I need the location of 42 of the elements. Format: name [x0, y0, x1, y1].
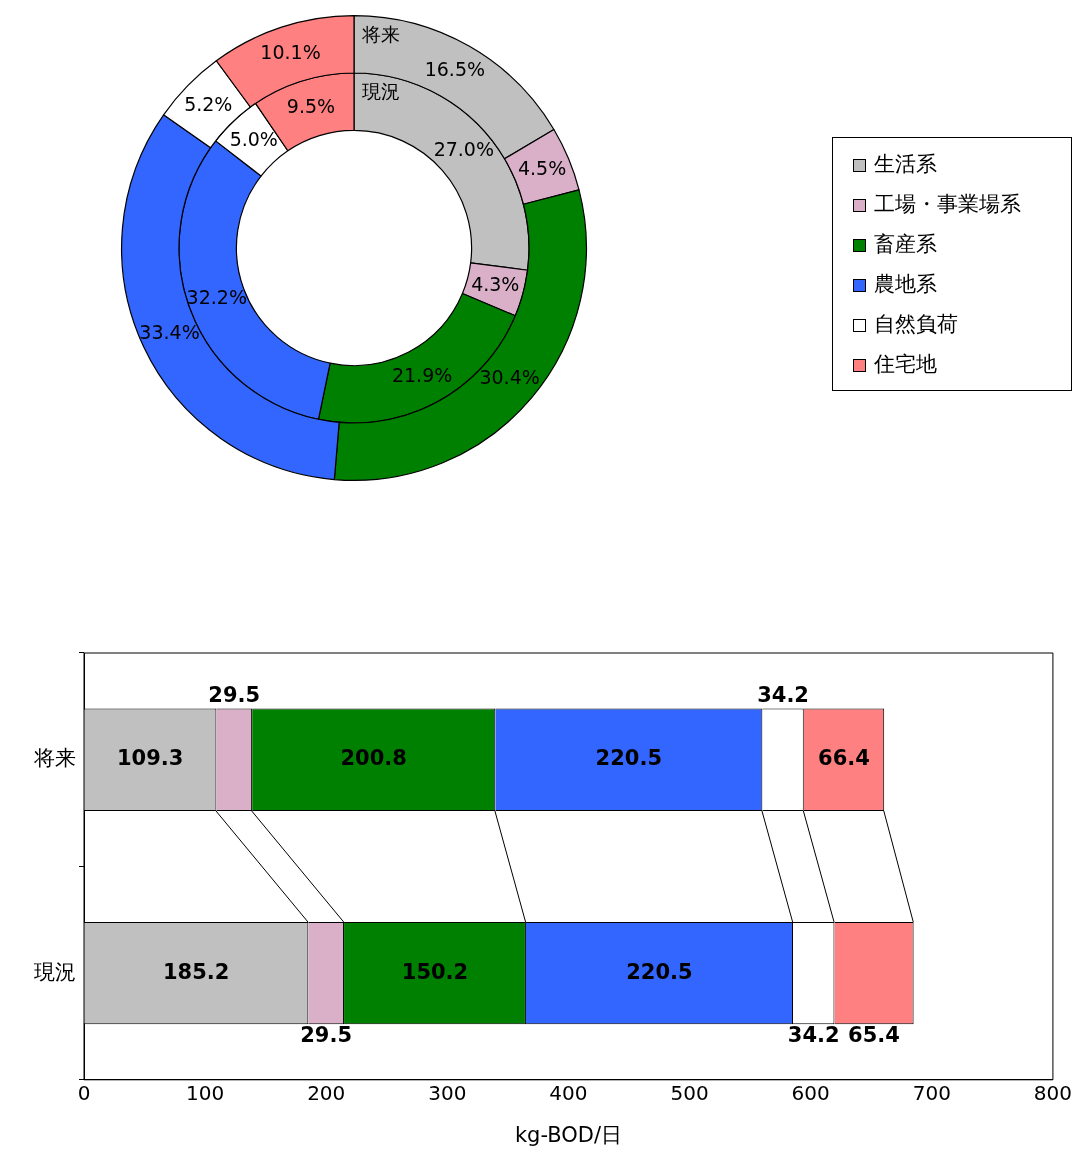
x-tick-label: 700 — [912, 1081, 951, 1105]
data-label: 4.5% — [517, 156, 567, 179]
data-label: 5.0% — [229, 128, 278, 151]
data-label: 185.2 — [162, 959, 230, 984]
x-tick-label: 500 — [670, 1081, 709, 1105]
data-label: 5.2% — [184, 92, 233, 115]
x-tick-label: 0 — [77, 1081, 91, 1105]
data-label: 4.3% — [471, 272, 520, 295]
slice-label: 現況 — [362, 79, 400, 102]
data-label: 29.5 — [208, 683, 261, 708]
slice-label: 将来 — [361, 22, 400, 45]
data-label: 29.5 — [300, 1023, 353, 1048]
legend-label: 生活系 — [873, 151, 938, 178]
data-label: 27.0% — [433, 138, 494, 161]
data-label: 220.5 — [595, 746, 663, 771]
data-label: 32.2% — [186, 285, 247, 308]
legend-label: 住宅地 — [873, 351, 938, 378]
legend-label: 自然負荷 — [873, 311, 959, 338]
x-tick-label: 400 — [549, 1081, 588, 1105]
x-axis-title: kg-BOD/日 — [514, 1122, 623, 1147]
x-tick-label: 100 — [186, 1081, 225, 1105]
data-label: 66.4 — [818, 746, 870, 771]
data-label: 30.4% — [479, 366, 540, 389]
data-label: 10.1% — [260, 41, 321, 64]
data-label: 109.3 — [116, 746, 184, 771]
data-label: 33.4% — [139, 321, 200, 344]
x-tick-label: 300 — [428, 1081, 467, 1105]
data-label: 200.8 — [340, 746, 407, 771]
x-tick-label: 800 — [1033, 1081, 1073, 1105]
data-label: 9.5% — [286, 95, 336, 118]
x-tick-label: 600 — [791, 1081, 830, 1105]
x-tick-label: 200 — [307, 1081, 346, 1105]
data-label: 16.5% — [424, 57, 486, 80]
legend-label: 畜産系 — [873, 231, 938, 258]
data-label: 150.2 — [401, 959, 469, 984]
data-label: 34.2 — [757, 683, 809, 708]
data-label: 34.2 — [787, 1023, 840, 1048]
data-label: 21.9% — [391, 364, 453, 387]
legend-label: 農地系 — [873, 271, 938, 298]
legend-label: 工場・事業場系 — [873, 191, 1022, 218]
data-label: 65.4 — [848, 1023, 900, 1048]
data-label: 220.5 — [626, 959, 693, 984]
